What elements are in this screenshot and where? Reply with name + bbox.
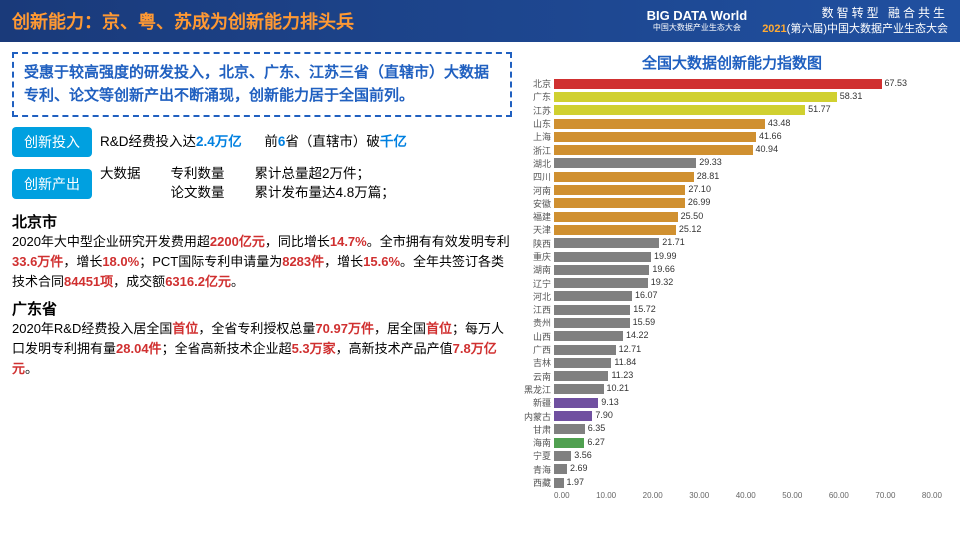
bar-row: 甘肃6.35 — [522, 423, 942, 436]
row-input: 创新投入 R&D经费投入达2.4万亿 前6省（直辖市）破千亿 — [12, 127, 512, 157]
bar-row: 安徽26.99 — [522, 197, 942, 210]
guangdong-title: 广东省 — [12, 298, 512, 319]
row-output: 创新产出 大数据 专利数量论文数量 累计总量超2万件；累计发布量达4.8万篇； — [12, 165, 512, 203]
bar-row: 四川28.81 — [522, 170, 942, 183]
bar-row: 江苏51.77 — [522, 104, 942, 117]
bar-chart: 北京67.53广东58.31江苏51.77山东43.48上海41.66浙江40.… — [522, 77, 942, 522]
page-title: 创新能力：京、粤、苏成为创新能力排头兵 — [12, 8, 354, 34]
bar-row: 云南11.23 — [522, 370, 942, 383]
summary-box: 受惠于较高强度的研发投入，北京、广东、江苏三省（直辖市）大数据专利、论文等创新产… — [12, 52, 512, 117]
bar-row: 江西15.72 — [522, 303, 942, 316]
bar-row: 广东58.31 — [522, 90, 942, 103]
bar-row: 西藏1.97 — [522, 476, 942, 489]
x-axis: 0.0010.0020.0030.0040.0050.0060.0070.008… — [554, 489, 942, 500]
beijing-title: 北京市 — [12, 211, 512, 232]
bar-row: 青海2.69 — [522, 463, 942, 476]
beijing-text: 2020年大中型企业研究开发费用超2200亿元，同比增长14.7%。全市拥有有效… — [12, 232, 512, 292]
bar-row: 山东43.48 — [522, 117, 942, 130]
bar-row: 辽宁19.32 — [522, 276, 942, 289]
bar-row: 河北16.07 — [522, 290, 942, 303]
badge-output: 创新产出 — [12, 169, 92, 199]
bar-row: 北京67.53 — [522, 77, 942, 90]
bar-row: 宁夏3.56 — [522, 449, 942, 462]
chart-title: 全国大数据创新能力指数图 — [522, 52, 942, 73]
bar-row: 山西14.22 — [522, 330, 942, 343]
header: 创新能力：京、粤、苏成为创新能力排头兵 BIG DATA World 中国大数据… — [0, 0, 960, 42]
bar-row: 吉林11.84 — [522, 356, 942, 369]
badge-input: 创新投入 — [12, 127, 92, 157]
bar-row: 浙江40.94 — [522, 143, 942, 156]
bar-row: 海南6.27 — [522, 436, 942, 449]
bar-row: 新疆9.13 — [522, 396, 942, 409]
content: 受惠于较高强度的研发投入，北京、广东、江苏三省（直辖市）大数据专利、论文等创新产… — [0, 42, 960, 532]
left-column: 受惠于较高强度的研发投入，北京、广东、江苏三省（直辖市）大数据专利、论文等创新产… — [12, 52, 512, 522]
logo: BIG DATA World 中国大数据产业生态大会 — [647, 9, 748, 32]
right-column: 全国大数据创新能力指数图 北京67.53广东58.31江苏51.77山东43.4… — [522, 52, 942, 522]
bar-row: 广西12.71 — [522, 343, 942, 356]
bar-row: 福建25.50 — [522, 210, 942, 223]
header-right: BIG DATA World 中国大数据产业生态大会 数智转型 融合共生 202… — [647, 6, 948, 36]
bar-row: 黑龙江10.21 — [522, 383, 942, 396]
bar-row: 河南27.10 — [522, 183, 942, 196]
bar-row: 重庆19.99 — [522, 250, 942, 263]
bar-row: 湖北29.33 — [522, 157, 942, 170]
bar-row: 内蒙古7.90 — [522, 409, 942, 422]
bar-row: 贵州15.59 — [522, 316, 942, 329]
bar-row: 天津25.12 — [522, 223, 942, 236]
bar-row: 陕西21.71 — [522, 237, 942, 250]
bar-row: 上海41.66 — [522, 130, 942, 143]
guangdong-text: 2020年R&D经费投入居全国首位，全省专利授权总量70.97万件，居全国首位；… — [12, 319, 512, 379]
bar-row: 湖南19.66 — [522, 263, 942, 276]
tagline: 数智转型 融合共生 2021(第六届)中国大数据产业生态大会 — [762, 6, 948, 36]
